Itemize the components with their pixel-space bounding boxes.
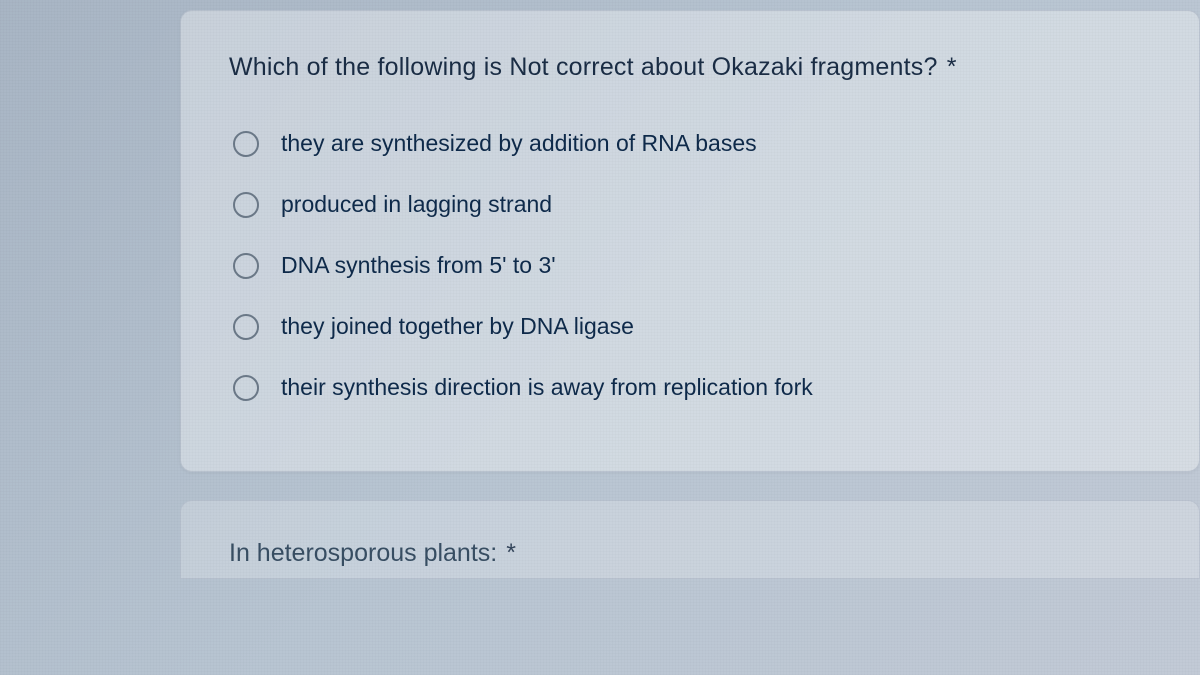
next-question-text: In heterosporous plants: <box>229 539 497 567</box>
form-page: Which of the following is Not correct ab… <box>0 0 1200 579</box>
radio-icon[interactable] <box>233 375 259 401</box>
option-label: DNA synthesis from 5' to 3' <box>281 252 556 279</box>
option-label: they joined together by DNA ligase <box>281 313 634 340</box>
question-title: Which of the following is Not correct ab… <box>229 53 1151 82</box>
options-group: they are synthesized by addition of RNA … <box>229 130 1151 401</box>
question-card: Which of the following is Not correct ab… <box>180 10 1200 472</box>
option-row[interactable]: their synthesis direction is away from r… <box>233 374 1151 401</box>
required-marker: * <box>506 539 516 567</box>
option-row[interactable]: they joined together by DNA ligase <box>233 313 1151 340</box>
radio-icon[interactable] <box>233 314 259 340</box>
next-question-card: In heterosporous plants: * <box>180 500 1200 579</box>
radio-icon[interactable] <box>233 253 259 279</box>
question-text: Which of the following is Not correct ab… <box>229 53 938 81</box>
next-question-title: In heterosporous plants: * <box>229 539 1151 568</box>
radio-icon[interactable] <box>233 192 259 218</box>
option-label: they are synthesized by addition of RNA … <box>281 130 757 157</box>
option-row[interactable]: they are synthesized by addition of RNA … <box>233 130 1151 157</box>
option-label: produced in lagging strand <box>281 191 552 218</box>
option-label: their synthesis direction is away from r… <box>281 374 813 401</box>
option-row[interactable]: DNA synthesis from 5' to 3' <box>233 252 1151 279</box>
required-marker: * <box>947 53 957 81</box>
radio-icon[interactable] <box>233 131 259 157</box>
option-row[interactable]: produced in lagging strand <box>233 191 1151 218</box>
